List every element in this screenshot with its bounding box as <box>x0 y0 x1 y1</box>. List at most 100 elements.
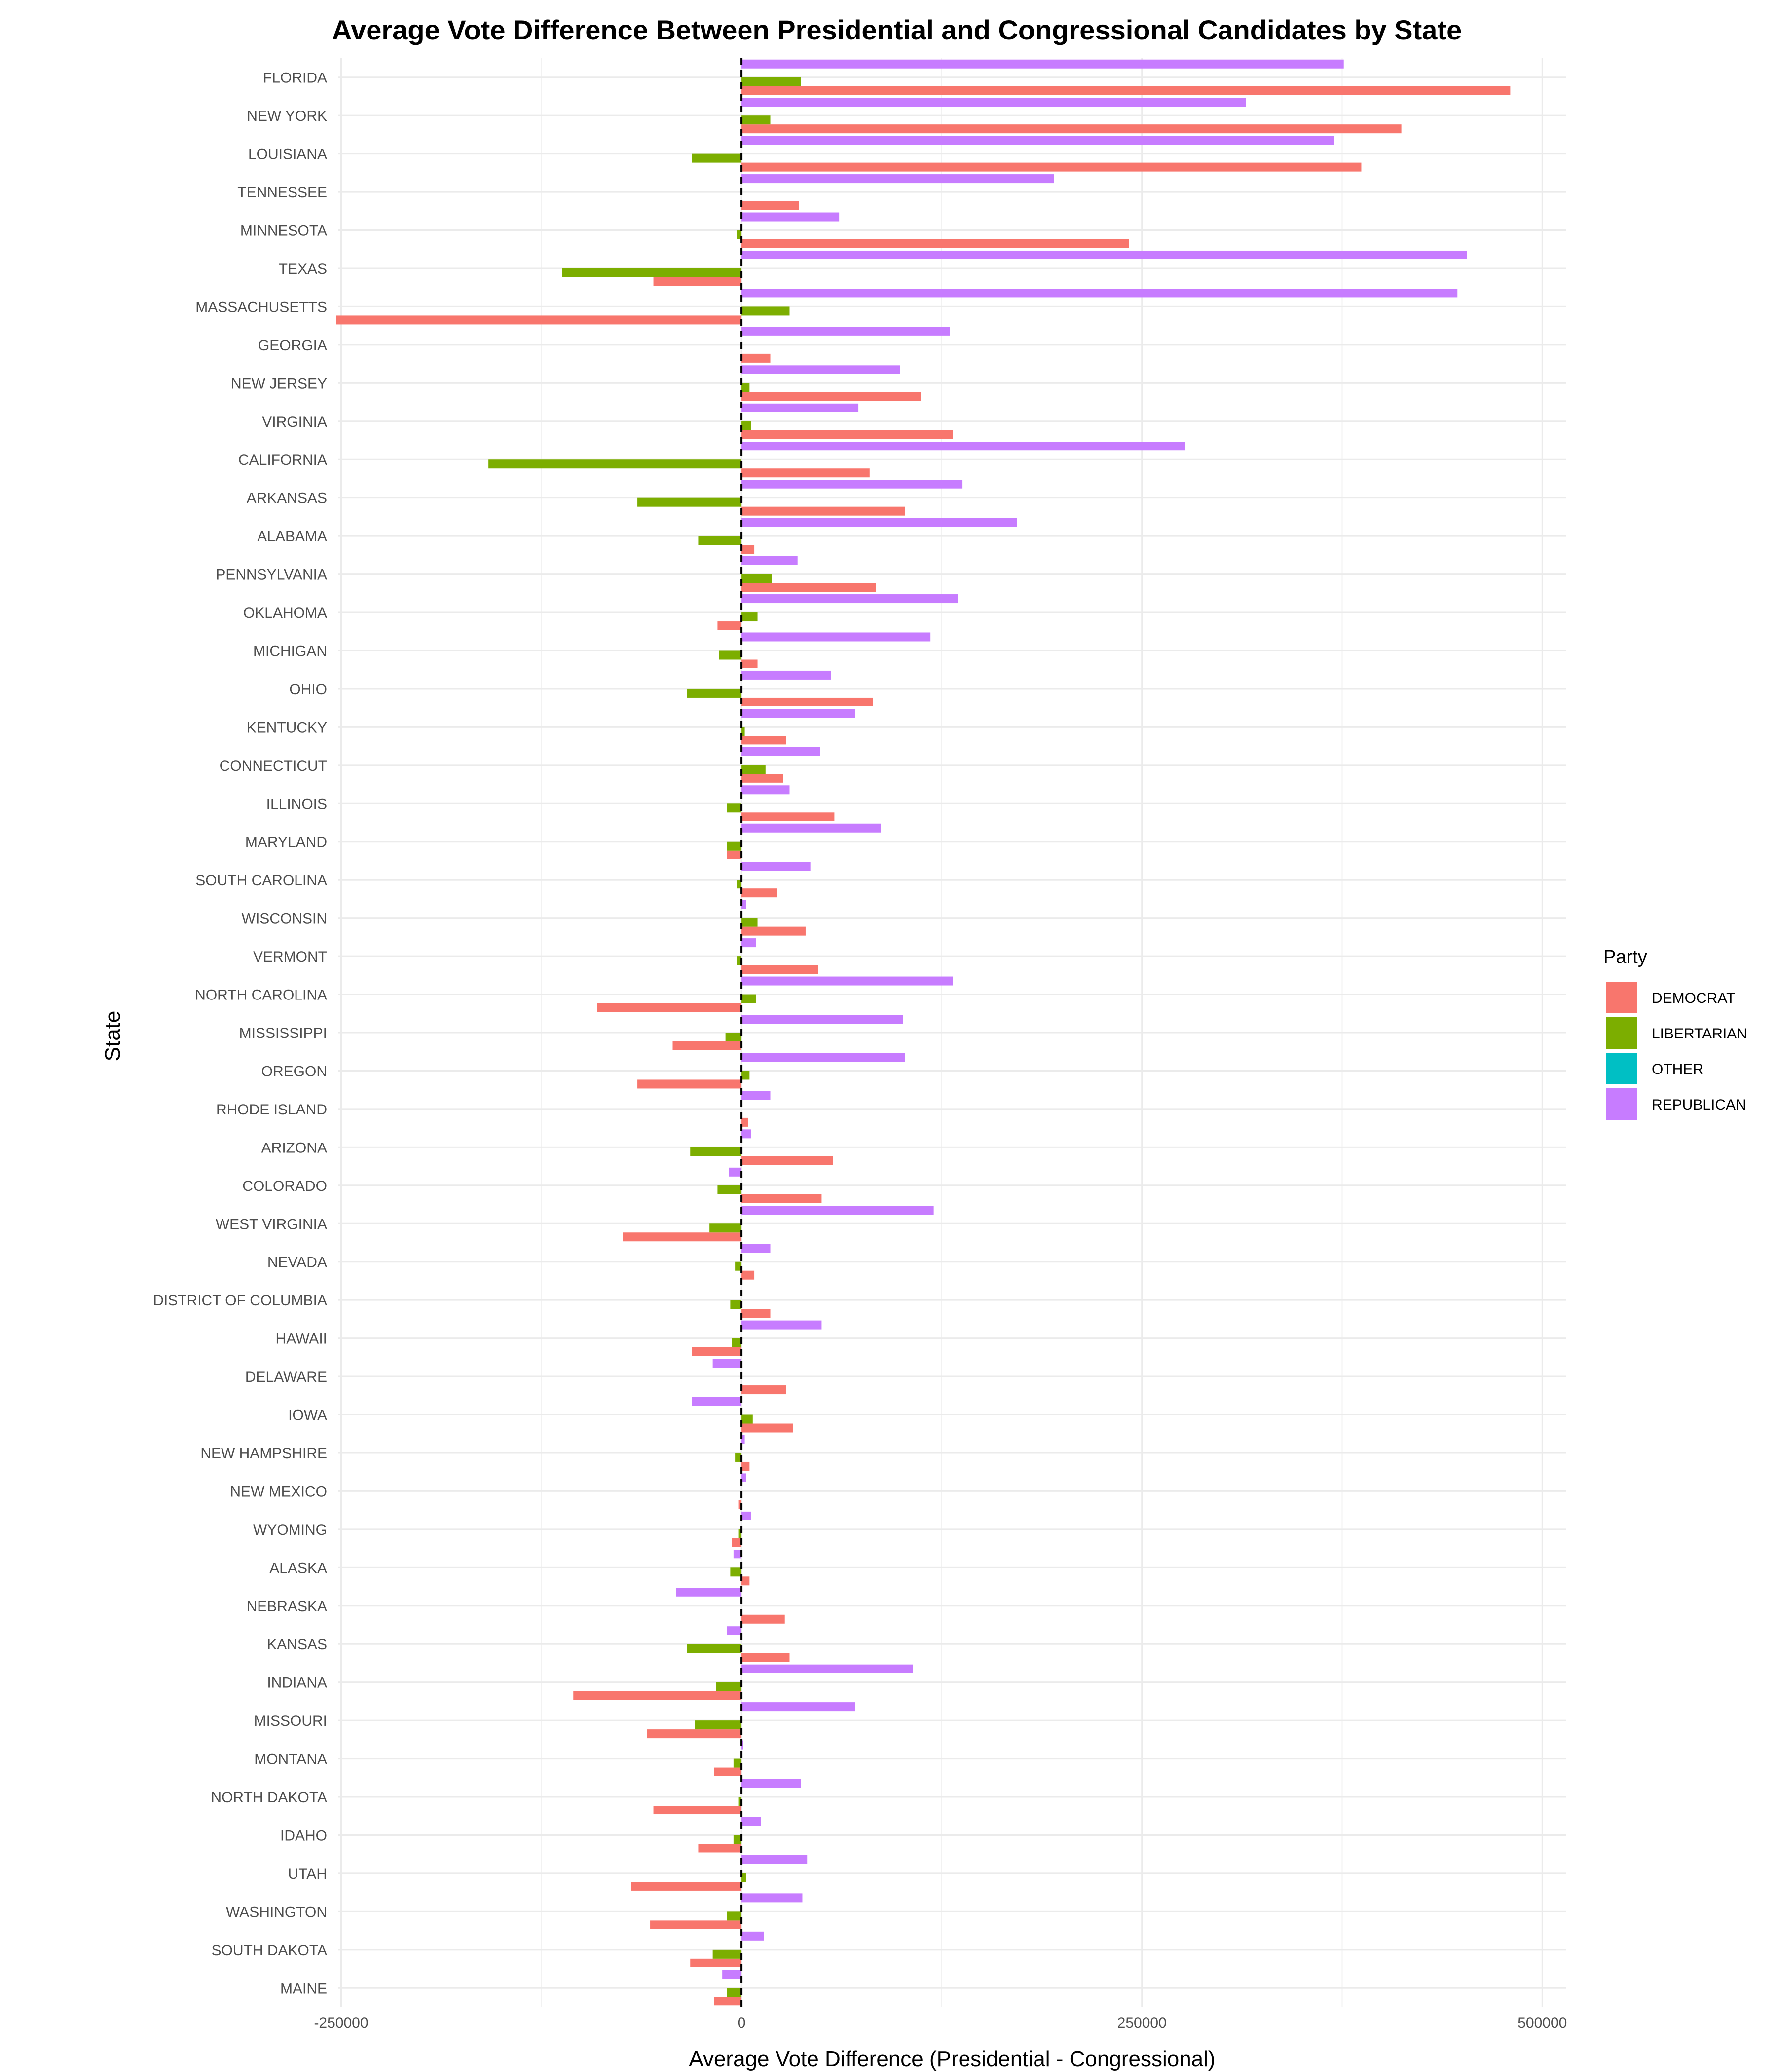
y-tick-label: OREGON <box>261 1063 327 1079</box>
bar-republican-new-mexico <box>741 1473 746 1482</box>
y-tick-label: IDAHO <box>280 1827 327 1844</box>
legend-swatch-republican <box>1606 1088 1637 1120</box>
bar-republican-maine <box>722 1970 742 1979</box>
bar-republican-maryland <box>741 823 881 833</box>
bar-libertarian-mississippi <box>725 1033 742 1041</box>
bar-republican-nebraska <box>675 1588 742 1597</box>
bar-democrat-california <box>741 468 870 478</box>
y-tick-label: TENNESSEE <box>237 185 327 201</box>
y-tick-label: ALABAMA <box>257 528 327 545</box>
bar-libertarian-illinois <box>727 803 742 813</box>
y-tick-label: INDIANA <box>267 1675 327 1691</box>
x-tick-label: -250000 <box>314 2015 368 2031</box>
bar-libertarian-washington <box>727 1911 742 1921</box>
legend-swatch-libertarian <box>1606 1017 1637 1049</box>
y-tick-label: KANSAS <box>267 1636 327 1653</box>
y-tick-label: NEW MEXICO <box>230 1483 327 1500</box>
bar-libertarian-louisiana <box>692 153 742 163</box>
bar-democrat-north-dakota <box>653 1806 742 1815</box>
bar-republican-california <box>741 442 1185 451</box>
legend-label-republican: REPUBLICAN <box>1652 1097 1746 1113</box>
bar-republican-mississippi <box>741 1015 903 1024</box>
bar-democrat-north-carolina <box>597 1003 742 1012</box>
bar-libertarian-indiana <box>716 1682 742 1691</box>
bar-libertarian-michigan <box>719 650 742 660</box>
bar-democrat-mississippi <box>672 1041 742 1050</box>
bar-democrat-nebraska <box>741 1614 785 1624</box>
bar-libertarian-north-dakota <box>738 1797 742 1806</box>
bar-democrat-kansas <box>741 1653 790 1662</box>
y-tick-label: WYOMING <box>253 1522 327 1538</box>
y-tick-label: DELAWARE <box>245 1369 327 1385</box>
bar-democrat-district-of-columbia <box>741 1309 771 1318</box>
bar-libertarian-iowa <box>741 1414 753 1424</box>
bar-democrat-colorado <box>741 1194 822 1203</box>
y-tick-label: NEW YORK <box>247 108 327 124</box>
bar-democrat-utah <box>631 1882 742 1891</box>
y-tick-label: RHODE ISLAND <box>216 1102 327 1118</box>
legend-label-libertarian: LIBERTARIAN <box>1652 1026 1747 1042</box>
y-tick-label: IOWA <box>288 1407 327 1424</box>
y-tick-label: WISCONSIN <box>242 911 327 927</box>
grid <box>338 58 1566 2007</box>
bar-democrat-new-york <box>741 124 1402 134</box>
bar-republican-new-jersey <box>741 365 900 374</box>
bar-libertarian-wyoming <box>738 1529 742 1538</box>
bar-democrat-south-carolina <box>741 888 777 898</box>
y-tick-label: HAWAII <box>276 1331 327 1347</box>
bar-democrat-missouri <box>647 1729 742 1739</box>
legend-swatch-democrat <box>1606 982 1637 1013</box>
bar-democrat-louisiana <box>741 162 1362 172</box>
bar-republican-west-virginia <box>741 1206 934 1215</box>
y-tick-label: MISSOURI <box>254 1713 327 1729</box>
bar-republican-north-dakota <box>741 1779 801 1788</box>
bar-libertarian-new-york <box>741 115 771 125</box>
bar-republican-north-carolina <box>741 976 953 986</box>
y-tick-label: NORTH DAKOTA <box>211 1789 327 1806</box>
y-tick-label: GEORGIA <box>258 337 327 354</box>
y-tick-label: ILLINOIS <box>266 796 327 812</box>
x-axis-title: Average Vote Difference (Presidential - … <box>689 2047 1215 2071</box>
bar-democrat-virginia <box>741 430 953 439</box>
bar-democrat-washington <box>650 1920 742 1929</box>
y-tick-label: OKLAHOMA <box>243 605 327 621</box>
bar-republican-ohio <box>741 670 831 680</box>
bar-republican-oklahoma <box>741 594 958 604</box>
x-tick-label: 0 <box>738 2015 746 2031</box>
bar-libertarian-west-virginia <box>709 1223 742 1233</box>
bar-libertarian-new-hampshire <box>735 1452 742 1462</box>
bar-libertarian-maryland <box>727 841 742 851</box>
bar-republican-iowa <box>692 1397 742 1406</box>
bar-democrat-texas <box>653 277 742 286</box>
y-tick-label: TEXAS <box>279 261 327 277</box>
bar-libertarian-utah <box>741 1873 746 1882</box>
bar-libertarian-california <box>488 459 742 469</box>
bar-libertarian-maine <box>727 1988 742 1997</box>
bar-libertarian-montana <box>733 1758 742 1768</box>
bar-libertarian-arizona <box>690 1147 742 1156</box>
y-tick-label: UTAH <box>288 1866 327 1882</box>
bar-republican-alaska <box>733 1550 742 1559</box>
bar-democrat-oregon <box>637 1079 742 1089</box>
bar-republican-utah <box>741 1855 808 1864</box>
y-tick-label: FLORIDA <box>263 70 327 86</box>
bar-democrat-alaska <box>741 1576 750 1586</box>
bar-libertarian-oregon <box>741 1071 750 1080</box>
bar-republican-wisconsin <box>741 900 746 909</box>
bar-democrat-west-virginia <box>623 1232 742 1242</box>
y-tick-label: WEST VIRGINIA <box>216 1216 327 1232</box>
bar-democrat-wisconsin <box>741 926 806 936</box>
bar-democrat-idaho <box>698 1844 742 1853</box>
bar-republican-colorado <box>729 1167 742 1177</box>
y-tick-label: OHIO <box>289 681 327 698</box>
legend-label-other: OTHER <box>1652 1061 1703 1077</box>
bar-libertarian-missouri <box>695 1720 742 1730</box>
y-tick-label: LOUISIANA <box>248 147 327 163</box>
bar-republican-south-dakota <box>741 1931 764 1941</box>
bar-libertarian-colorado <box>717 1185 742 1194</box>
bar-libertarian-south-dakota <box>712 1949 742 1959</box>
bar-democrat-nevada <box>741 1270 755 1280</box>
bar-libertarian-massachusetts <box>741 306 790 316</box>
bar-libertarian-new-jersey <box>741 383 750 392</box>
y-tick-label: MISSISSIPPI <box>239 1025 327 1041</box>
